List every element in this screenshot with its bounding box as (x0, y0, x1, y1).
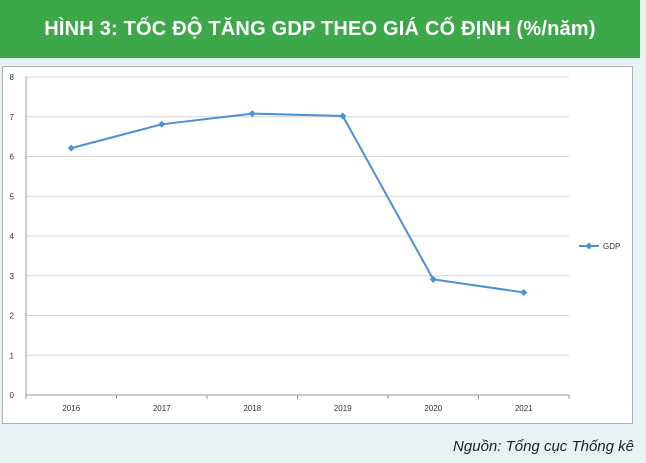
x-tick-label: 2020 (424, 404, 442, 413)
legend-marker (585, 242, 593, 250)
line-chart: 0 1 2 3 4 5 6 7 8 2016 2017 2018 2019 2020 2021 GDP (10, 73, 621, 413)
y-tick-label: 3 (10, 272, 15, 281)
x-tick-label: 2021 (515, 404, 533, 413)
y-tick-label: 2 (10, 312, 15, 321)
y-tick-label: 4 (10, 232, 15, 241)
data-point (429, 275, 437, 283)
source-note: Nguồn: Tổng cục Thống kê (453, 438, 634, 455)
x-tick-label: 2016 (62, 404, 80, 413)
series-line-gdp (70, 112, 524, 294)
data-point (158, 120, 166, 128)
y-tick-label: 7 (10, 113, 15, 122)
data-point (248, 110, 256, 118)
chart-title: HÌNH 3: TỐC ĐỘ TĂNG GDP THEO GIÁ CỐ ĐỊNH… (44, 17, 596, 40)
y-tick-label: 0 (10, 391, 15, 400)
y-tick-label: 8 (10, 73, 15, 82)
legend-label: GDP (603, 242, 620, 251)
data-point (339, 112, 347, 120)
x-tick-label: 2019 (334, 404, 352, 413)
y-tick-label: 5 (10, 192, 15, 201)
chart-title-banner: HÌNH 3: TỐC ĐỘ TĂNG GDP THEO GIÁ CỐ ĐỊNH… (0, 0, 640, 58)
data-point (520, 288, 528, 296)
chart-area: 0 1 2 3 4 5 6 7 8 2016 2017 2018 2019 2020 2021 GDP (2, 66, 633, 424)
y-tick-label: 6 (10, 153, 15, 162)
data-point (67, 144, 75, 152)
x-tick-label: 2018 (243, 404, 261, 413)
x-tick-label: 2017 (153, 404, 171, 413)
y-tick-label: 1 (10, 351, 15, 360)
